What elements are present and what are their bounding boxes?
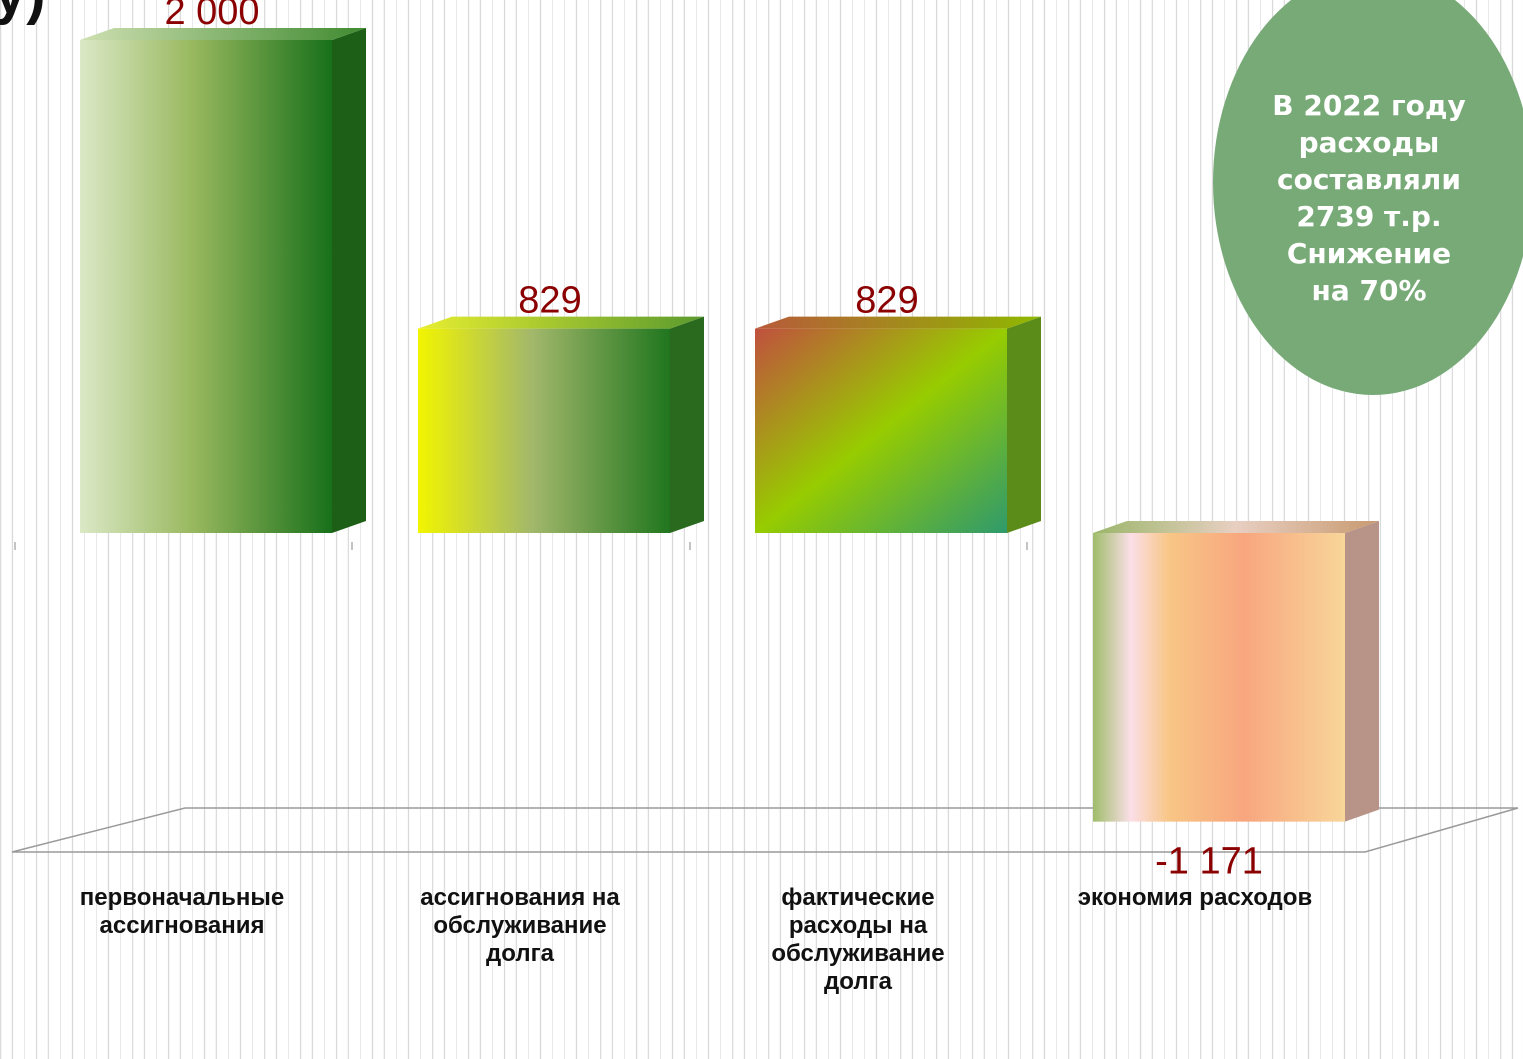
data-label-0: 2 000 (164, 0, 259, 33)
bar-1 (418, 328, 670, 533)
bar-top-2 (755, 316, 1041, 329)
category-label-3: экономия расходов (1025, 884, 1365, 912)
category-label-line: долга (486, 940, 554, 967)
callout-line: В 2022 году (1272, 88, 1466, 122)
chart-floor (11, 807, 1519, 853)
category-label-line: первоначальные (79, 884, 285, 911)
category-label-line: обслуживание (771, 940, 945, 967)
callout-line: Снижение (1286, 236, 1452, 270)
category-label-line: обслуживание (433, 912, 607, 939)
category-label-line: расходы на (788, 912, 928, 939)
bar-top-1 (418, 316, 704, 329)
bar-3 (1093, 533, 1345, 822)
callout-line: 2739 т.р. (1296, 199, 1442, 233)
category-label-line: ассигнования (99, 912, 265, 939)
bar-0 (80, 40, 332, 533)
floor-outline (11, 807, 1519, 853)
bar-top-0 (80, 28, 366, 40)
category-label-0: первоначальные ассигнования (12, 884, 352, 940)
data-labels: 2 000 829 829 -1 171 (164, 0, 1262, 883)
category-label-1: ассигнования на обслуживание долга (350, 884, 690, 968)
bar-side-3 (1345, 521, 1379, 822)
data-label-3: -1 171 (1155, 841, 1263, 883)
bar-group (80, 28, 1379, 822)
bar-2 (755, 328, 1007, 533)
callout-line: составляли (1277, 162, 1461, 196)
category-label-line: ассигнования на (420, 884, 620, 911)
category-label-line: долга (824, 968, 892, 995)
category-label-line: экономия расходов (1077, 884, 1313, 911)
bar-top-3 (1093, 521, 1379, 533)
summary-callout-text: В 2022 году расходы составляли 2739 т.р. Сни… (1264, 87, 1474, 309)
heading-fragment: у) (0, 0, 46, 27)
callout-line: на 70% (1311, 273, 1427, 307)
bar-side-1 (670, 316, 704, 533)
bar-side-0 (332, 28, 366, 533)
category-label-line: фактические (781, 884, 935, 911)
callout-line: расходы (1298, 125, 1440, 159)
bar-side-2 (1007, 316, 1041, 533)
category-label-2: фактические расходы на обслуживание долга (688, 884, 1028, 996)
data-label-1: 829 (518, 280, 581, 322)
summary-callout: В 2022 году расходы составляли 2739 т.р. Сни… (1213, 0, 1523, 395)
data-label-2: 829 (855, 280, 918, 322)
